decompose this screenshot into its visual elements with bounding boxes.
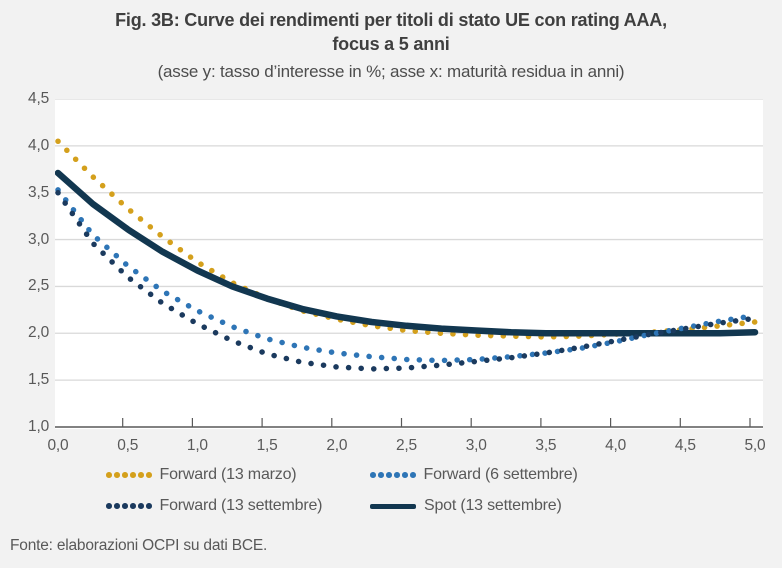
plot-area	[52, 98, 763, 429]
dotted-line-marker-icon	[106, 503, 152, 509]
legend-item-forward-13-marzo: Forward (13 marzo)	[106, 466, 370, 484]
series-forward-13-settembre	[55, 189, 758, 372]
chart-title-line1: Fig. 3B: Curve dei rendimenti per titoli…	[115, 10, 667, 30]
y-axis-tick-label: 3,5	[28, 183, 49, 201]
x-axis-tick-label: 4,0	[605, 437, 627, 454]
chart-title-line2: focus a 5 anni	[332, 34, 450, 54]
legend-item-spot-13-settembre: Spot (13 settembre)	[370, 497, 578, 515]
x-axis-tick-label: 0,5	[117, 437, 139, 454]
x-axis-tick-label: 5,0	[744, 437, 766, 454]
x-axis-tick-label: 1,5	[256, 437, 278, 454]
legend-label: Forward (13 marzo)	[159, 466, 297, 483]
legend-item-forward-13-settembre: Forward (13 settembre)	[106, 497, 370, 515]
legend-label: Forward (13 settembre)	[159, 497, 323, 514]
x-axis-tick-label: 1,0	[186, 437, 208, 454]
solid-line-marker-icon	[370, 503, 416, 509]
x-axis-tick-label: 2,0	[326, 437, 348, 454]
series-spot-13-settembre	[54, 169, 759, 337]
y-axis-tick-label: 1,0	[28, 418, 49, 435]
y-axis-tick-label: 3,0	[28, 230, 49, 248]
x-axis-tick-label: 3,0	[465, 437, 487, 454]
y-axis-tick-label: 2,5	[28, 277, 49, 295]
series-forward-6-settembre	[55, 187, 758, 364]
chart-legend: Forward (13 marzo) Forward (6 settembre) F…	[106, 466, 578, 515]
y-axis-tick-label: 4,0	[28, 136, 49, 154]
plot-canvas	[52, 98, 763, 428]
dotted-line-marker-icon	[106, 472, 152, 478]
y-axis-tick-label: 2,0	[28, 324, 49, 342]
x-axis-tick-label: 4,5	[674, 437, 696, 454]
dotted-line-marker-icon	[370, 472, 416, 478]
legend-label: Spot (13 settembre)	[424, 497, 562, 514]
x-axis-tick-label: 0,0	[47, 437, 69, 454]
x-axis-tick-label: 3,5	[535, 437, 557, 454]
chart-subtitle: (asse y: tasso d’interesse in %; asse x:…	[157, 62, 625, 81]
source-note: Fonte: elaborazioni OCPI su dati BCE.	[10, 537, 268, 554]
legend-item-forward-6-settembre: Forward (6 settembre)	[370, 466, 578, 484]
y-axis-tick-label: 1,5	[28, 371, 49, 389]
legend-label: Forward (6 settembre)	[423, 466, 578, 483]
y-axis-tick-label: 4,5	[28, 90, 49, 107]
x-axis-tick-label: 2,5	[396, 437, 417, 454]
